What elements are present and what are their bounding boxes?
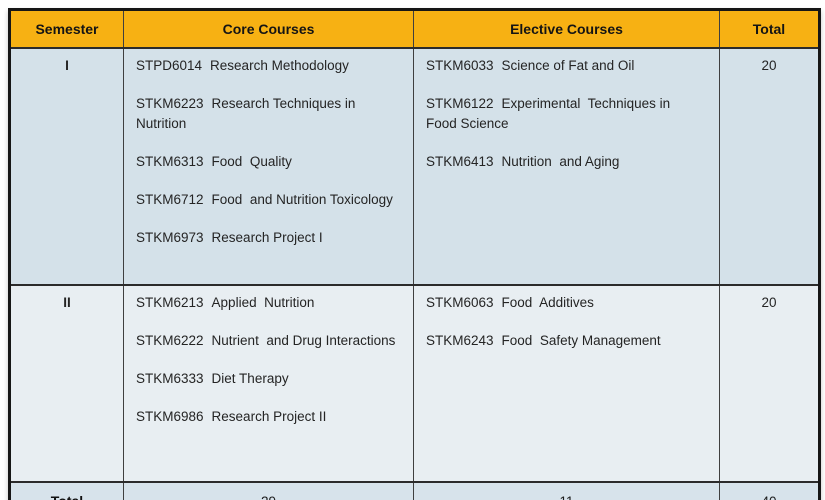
course-title: Experimental Techniques in Food Science xyxy=(426,96,674,131)
course-code: STKM6712 xyxy=(136,192,204,207)
course-code: STKM6986 xyxy=(136,409,204,424)
semester-1-label: I xyxy=(9,47,124,286)
course-item: STKM6213 Applied Nutrition xyxy=(136,293,405,313)
header-semester: Semester xyxy=(9,9,124,49)
course-item: STKM6033 Science of Fat and Oil xyxy=(426,56,679,76)
course-code: STKM6243 xyxy=(426,333,494,348)
semester-2-total: 20 xyxy=(719,284,820,483)
course-item: STKM6243 Food Safety Management xyxy=(426,331,679,351)
course-code: STKM6973 xyxy=(136,230,204,245)
course-code: STKM6033 xyxy=(426,58,494,73)
footer-total-label: Total xyxy=(9,481,124,500)
course-title: Research Project I xyxy=(211,230,323,245)
course-title: Food Additives xyxy=(501,295,594,310)
course-item: STPD6014 Research Methodology xyxy=(136,56,405,76)
course-title: Diet Therapy xyxy=(211,371,289,386)
footer-elective-total: 11 xyxy=(413,481,720,500)
course-code: STKM6222 xyxy=(136,333,204,348)
header-core-courses: Core Courses xyxy=(123,9,414,49)
semester-1-total: 20 xyxy=(719,47,820,286)
course-code: STPD6014 xyxy=(136,58,203,73)
semester-2-label: II xyxy=(9,284,124,483)
course-title: Applied Nutrition xyxy=(211,295,315,310)
course-code: STKM6413 xyxy=(426,154,494,169)
table-row-semester-2: II STKM6213 Applied Nutrition STKM6222 Nut… xyxy=(9,284,820,483)
course-item: STKM6122 Experimental Techniques in Food … xyxy=(426,94,679,134)
course-item: STKM6313 Food Quality xyxy=(136,152,405,172)
course-item: STKM6333 Diet Therapy xyxy=(136,369,405,389)
course-code: STKM6313 xyxy=(136,154,204,169)
semester-1-elective-courses: STKM6033 Science of Fat and Oil STKM6122 E… xyxy=(413,47,720,286)
course-item: STKM6413 Nutrition and Aging xyxy=(426,152,679,172)
table-header-row: Semester Core Courses Elective Courses T… xyxy=(9,9,820,49)
course-title: Research Techniques in Nutrition xyxy=(136,96,360,131)
course-title: Food and Nutrition Toxicology xyxy=(211,192,393,207)
course-code: STKM6063 xyxy=(426,295,494,310)
course-title: Food Safety Management xyxy=(501,333,661,348)
semester-2-core-courses: STKM6213 Applied Nutrition STKM6222 Nutrie… xyxy=(123,284,414,483)
course-code: STKM6213 xyxy=(136,295,204,310)
table-footer-row: Total 29 11 40 xyxy=(9,481,820,500)
course-code: STKM6333 xyxy=(136,371,204,386)
course-item: STKM6712 Food and Nutrition Toxicology xyxy=(136,190,405,210)
course-code: STKM6223 xyxy=(136,96,204,111)
table-row-semester-1: I STPD6014 Research Methodology STKM6223 R… xyxy=(9,47,820,286)
course-item: STKM6973 Research Project I xyxy=(136,228,405,248)
course-title: Science of Fat and Oil xyxy=(501,58,635,73)
course-table: Semester Core Courses Elective Courses T… xyxy=(8,8,821,500)
semester-2-elective-courses: STKM6063 Food Additives STKM6243 Food Safe… xyxy=(413,284,720,483)
course-title: Research Methodology xyxy=(210,58,349,73)
semester-1-core-courses: STPD6014 Research Methodology STKM6223 Res… xyxy=(123,47,414,286)
course-item: STKM6986 Research Project II xyxy=(136,407,405,427)
footer-grand-total: 40 xyxy=(719,481,820,500)
course-title: Nutrition and Aging xyxy=(501,154,620,169)
footer-core-total: 29 xyxy=(123,481,414,500)
course-code: STKM6122 xyxy=(426,96,494,111)
course-item: STKM6223 Research Techniques in Nutrition xyxy=(136,94,405,134)
course-item: STKM6222 Nutrient and Drug Interactions xyxy=(136,331,405,351)
header-total: Total xyxy=(719,9,820,49)
course-title: Research Project II xyxy=(211,409,327,424)
course-title: Nutrient and Drug Interactions xyxy=(211,333,396,348)
course-item: STKM6063 Food Additives xyxy=(426,293,679,313)
header-elective-courses: Elective Courses xyxy=(413,9,720,49)
course-title: Food Quality xyxy=(211,154,292,169)
